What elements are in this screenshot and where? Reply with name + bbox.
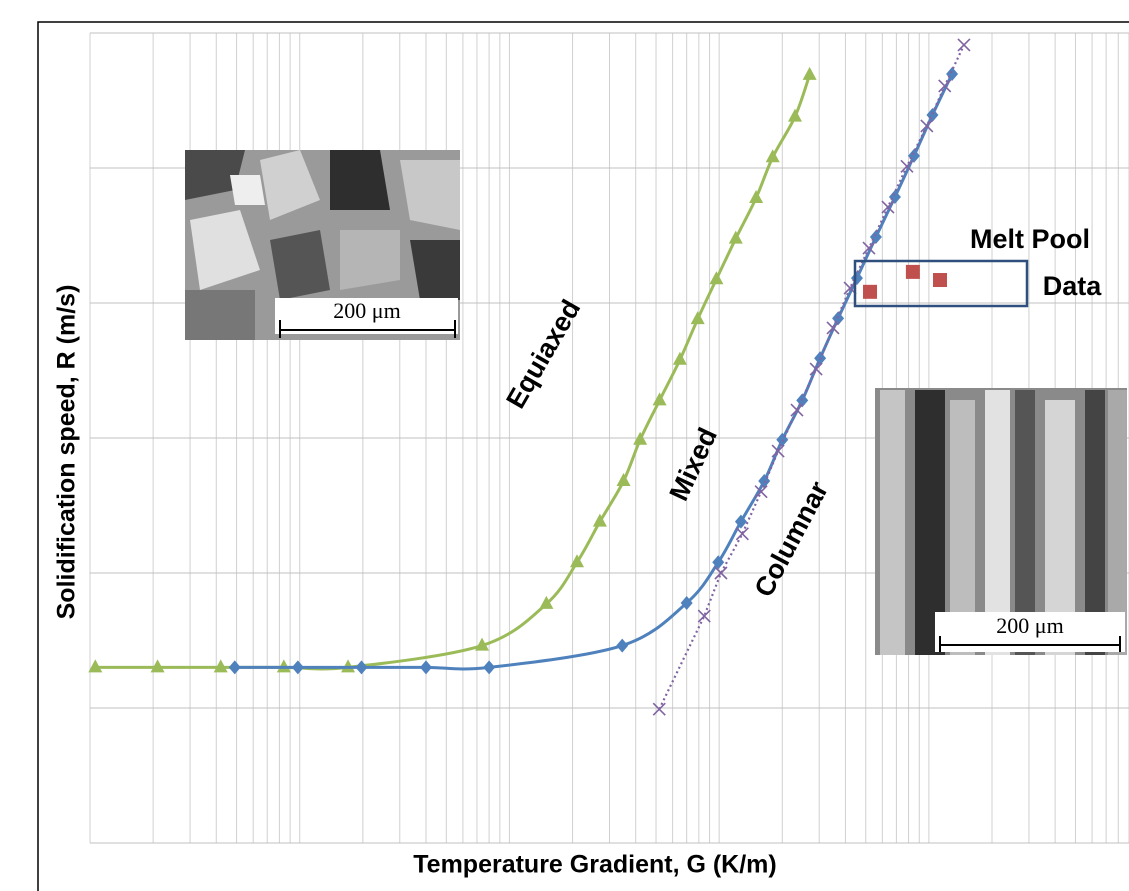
- point: [906, 265, 920, 279]
- point: [933, 273, 947, 287]
- micrograph-equiaxed: 200 μm: [185, 150, 460, 340]
- page: {"chart_data": {"type": "line", "x_label…: [0, 0, 1129, 891]
- melt-pool-label: Data: [1043, 271, 1103, 301]
- micrograph-columnar: 200 μm: [875, 388, 1127, 655]
- x-axis-label: Temperature Gradient, G (K/m): [413, 851, 777, 879]
- melt-pool-label: Melt Pool: [970, 224, 1090, 254]
- scale-bar-label: 200 μm: [333, 298, 400, 323]
- scale-bar-label: 200 μm: [996, 613, 1063, 638]
- point: [863, 285, 877, 299]
- y-axis-label: Solidification speed, R (m/s): [53, 285, 81, 620]
- chart: 200 μm 200 μm Equiaxed Mixed Columnar Me…: [0, 0, 1129, 891]
